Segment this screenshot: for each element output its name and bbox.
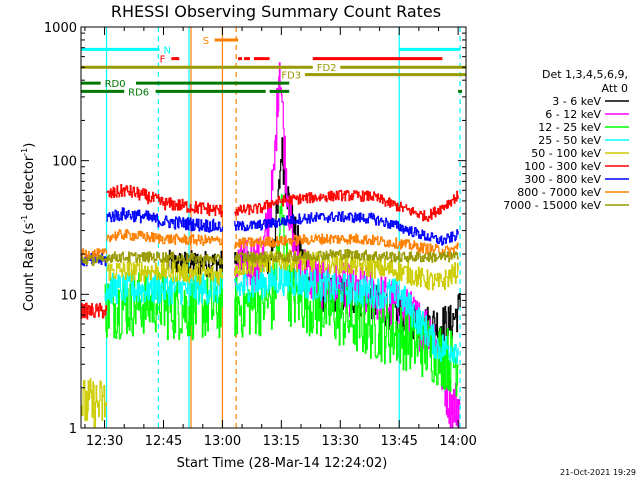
series-800-7000-kev xyxy=(81,229,459,260)
flag-fd2: FD2 xyxy=(81,63,466,74)
flag-fd3-label: FD3 xyxy=(281,71,301,82)
series-7000-15000-kev-segment-0 xyxy=(81,254,108,267)
series-7000-15000-kev-segment-2 xyxy=(234,249,459,263)
flag-s: S xyxy=(203,36,239,47)
chart-title: RHESSI Observing Summary Count Rates xyxy=(111,2,441,21)
series-12-25-kev-segment-2 xyxy=(234,194,459,397)
legend-label-800-7000-kev: 800 - 7000 keV xyxy=(517,186,601,199)
series-100-300-kev-segment-1 xyxy=(106,184,223,218)
y-axis: 1 10 100 1000 xyxy=(44,21,466,437)
legend-label-50-100-kev: 50 - 100 keV xyxy=(531,147,601,160)
y-tick-label-3: 1000 xyxy=(44,21,77,36)
x-tick-label-5: 13:45 xyxy=(380,434,417,449)
legend-label-7000-15000-kev: 7000 - 15000 keV xyxy=(503,199,601,212)
series-layer xyxy=(81,62,461,428)
series-7000-15000-kev xyxy=(81,249,459,267)
flag-rd0: RD0 xyxy=(81,79,290,90)
series-800-7000-kev-segment-0 xyxy=(81,248,108,260)
series-25-50-kev-segment-1 xyxy=(234,263,459,364)
x-axis-label: Start Time (28-Mar-14 12:24:02) xyxy=(177,456,388,471)
series-7000-15000-kev-segment-1 xyxy=(106,251,223,265)
series-50-100-kev-segment-1 xyxy=(106,259,223,286)
legend-label-3-6-kev: 3 - 6 keV xyxy=(552,95,601,108)
series-800-7000-kev-segment-1 xyxy=(106,229,223,246)
legend-header-line-1: Det 1,3,4,5,6,9, xyxy=(542,68,628,81)
x-tick-label-3: 13:15 xyxy=(263,434,300,449)
x-axis: 12:30 12:45 13:00 13:15 13:30 13:45 14:00 xyxy=(84,27,477,449)
flag-s-label: S xyxy=(203,36,209,47)
series-3-6-kev-segment-0 xyxy=(167,249,223,278)
series-800-7000-kev-segment-2 xyxy=(234,233,459,257)
flag-n-label: N xyxy=(164,45,171,56)
legend-header-line-2: Att 0 xyxy=(602,82,628,95)
flag-fd2-label: FD2 xyxy=(317,63,337,74)
y-tick-label-1: 10 xyxy=(60,288,77,303)
x-tick-label-0: 12:30 xyxy=(86,434,123,449)
series-100-300-kev-segment-2 xyxy=(234,189,459,222)
y-tick-label-0: 1 xyxy=(69,422,77,437)
flag-fd3: FD3 xyxy=(281,71,466,82)
flag-rd6: RD6 xyxy=(81,87,463,98)
flag-f-label: F xyxy=(160,55,166,66)
flag-f: F xyxy=(160,55,443,66)
legend-label-25-50-kev: 25 - 50 keV xyxy=(538,134,601,147)
x-tick-label-6: 14:00 xyxy=(439,434,476,449)
series-25-50-kev-segment-0 xyxy=(104,272,223,306)
y-tick-label-2: 100 xyxy=(52,155,77,170)
series-300-800-kev-segment-1 xyxy=(106,207,223,233)
flag-n: N xyxy=(81,45,461,56)
y-axis-label: Count Rate (s-1 detector-1) xyxy=(20,143,37,312)
series-300-800-kev-segment-2 xyxy=(234,211,459,246)
x-tick-label-4: 13:30 xyxy=(322,434,359,449)
flag-rd0-label: RD0 xyxy=(105,79,126,90)
plot-frame xyxy=(80,26,467,429)
legend-label-12-25-kev: 12 - 25 keV xyxy=(538,121,601,134)
series-25-50-kev xyxy=(104,263,459,364)
generated-date: 21-Oct-2021 19:29 xyxy=(560,468,636,477)
x-tick-label-2: 13:00 xyxy=(204,434,241,449)
series-100-300-kev xyxy=(81,184,459,320)
legend-label-300-800-kev: 300 - 800 keV xyxy=(524,173,601,186)
series-50-100-kev-segment-0 xyxy=(81,378,108,428)
series-12-25-kev-segment-1 xyxy=(163,273,223,341)
series-100-300-kev-segment-0 xyxy=(81,302,108,320)
x-tick-label-1: 12:45 xyxy=(145,434,182,449)
legend-label-6-12-kev: 6 - 12 keV xyxy=(545,108,601,121)
legend-label-100-300-kev: 100 - 300 keV xyxy=(524,160,601,173)
flag-rd6-label: RD6 xyxy=(128,87,149,98)
